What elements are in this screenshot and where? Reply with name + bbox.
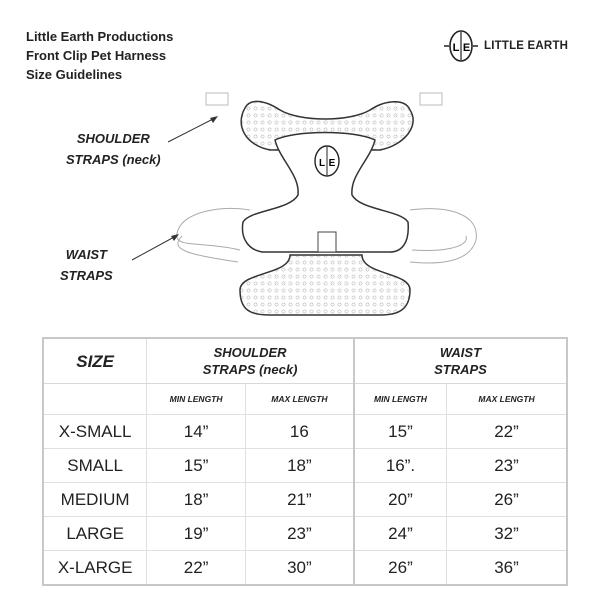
value-cell: 20” xyxy=(352,482,448,517)
value-cell: 14” xyxy=(146,414,246,449)
table-header-row: SIZE SHOULDER STRAPS (neck) WAIST STRAPS xyxy=(42,337,568,384)
value-cell: 26” xyxy=(352,550,448,586)
table-row: X-SMALL 14” 16 15” 22” xyxy=(42,414,568,449)
value-cell: 15” xyxy=(146,448,246,483)
value-cell: 22” xyxy=(446,414,568,449)
waist-strap xyxy=(176,207,251,251)
waist-arrow xyxy=(131,235,177,261)
label-line: STRAPS xyxy=(60,268,113,283)
value-cell: 22” xyxy=(146,550,246,586)
svg-text:E: E xyxy=(329,158,336,169)
svg-text:L: L xyxy=(319,158,325,169)
value-cell: 26” xyxy=(446,482,568,517)
subheader: MAX LENGTH xyxy=(446,383,568,415)
svg-text:E: E xyxy=(463,42,470,54)
table-row: X-LARGE 22” 30” 26” 36” xyxy=(42,550,568,586)
page-title: Little Earth Productions Front Clip Pet … xyxy=(26,27,173,84)
value-cell: 23” xyxy=(244,516,355,551)
title-line: Size Guidelines xyxy=(26,67,123,82)
subheader: MAX LENGTH xyxy=(244,383,355,415)
shoulder-straps-label: SHOULDER STRAPS (neck) xyxy=(66,128,161,170)
logo-emblem-icon: L E xyxy=(444,30,478,62)
value-cell: 21” xyxy=(244,482,355,517)
value-cell: 16 xyxy=(244,414,355,449)
value-cell: 30” xyxy=(244,550,355,586)
value-cell: 23” xyxy=(446,448,568,483)
value-cell: 18” xyxy=(146,482,246,517)
title-line: Little Earth Productions xyxy=(26,29,174,44)
table-row: LARGE 19” 23” 24” 32” xyxy=(42,516,568,551)
table-subheader-row: MIN LENGTH MAX LENGTH MIN LENGTH MAX LEN… xyxy=(42,383,568,415)
subheader: MIN LENGTH xyxy=(146,383,246,415)
shoulder-arrow xyxy=(167,117,216,143)
size-cell: MEDIUM xyxy=(42,482,148,517)
brand-logo: L E LITTLE EARTH xyxy=(444,29,568,63)
label-line: STRAPS (neck) xyxy=(66,152,161,167)
empty-cell xyxy=(42,383,148,415)
front-clip-buckle xyxy=(317,231,337,253)
value-cell: 36” xyxy=(446,550,568,586)
table-row: MEDIUM 18” 21” 20” 26” xyxy=(42,482,568,517)
label-line: SHOULDER xyxy=(76,131,150,146)
harness-belly-panel xyxy=(239,254,411,316)
value-cell: 32” xyxy=(446,516,568,551)
size-cell: X-LARGE xyxy=(42,550,148,586)
waist-group-header: WAIST STRAPS xyxy=(352,337,568,384)
harness-chest-panel xyxy=(241,131,409,253)
value-cell: 24” xyxy=(352,516,448,551)
table-row: SMALL 15” 18” 16”. 23” xyxy=(42,448,568,483)
size-cell: SMALL xyxy=(42,448,148,483)
size-table: SIZE SHOULDER STRAPS (neck) WAIST STRAPS M… xyxy=(42,337,568,586)
value-cell: 19” xyxy=(146,516,246,551)
value-cell: 18” xyxy=(244,448,355,483)
value-cell: 16”. xyxy=(352,448,448,483)
size-cell: X-SMALL xyxy=(42,414,148,449)
shoulder-group-header: SHOULDER STRAPS (neck) xyxy=(146,337,355,384)
svg-text:L: L xyxy=(453,42,460,54)
size-cell: LARGE xyxy=(42,516,148,551)
size-header: SIZE xyxy=(42,337,148,384)
subheader: MIN LENGTH xyxy=(352,383,448,415)
value-cell: 15” xyxy=(352,414,448,449)
harness-diagram: L E xyxy=(131,92,477,316)
brand-name: LITTLE EARTH xyxy=(484,40,569,52)
waist-straps-label: WAIST STRAPS xyxy=(60,244,113,286)
title-line: Front Clip Pet Harness xyxy=(26,48,167,63)
label-line: WAIST xyxy=(65,247,107,262)
